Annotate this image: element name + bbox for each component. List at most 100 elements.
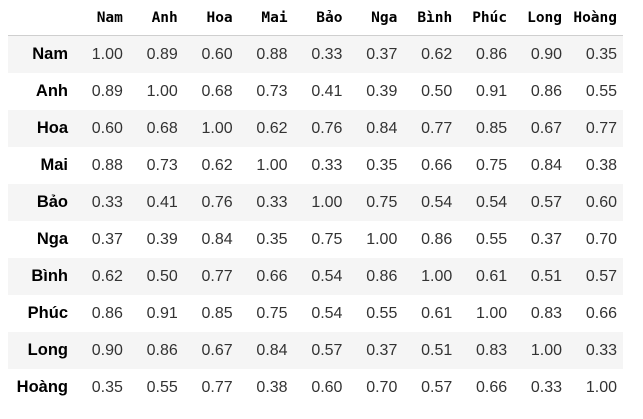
table-cell: 0.60: [293, 369, 349, 406]
table-cell: 0.54: [458, 184, 514, 221]
table-row: Anh 0.89 1.00 0.68 0.73 0.41 0.39 0.50 0.91 0.86 0…: [8, 73, 623, 110]
table-cell: 0.51: [403, 332, 459, 369]
table-cell: 1.00: [403, 258, 459, 295]
table-cell: 0.62: [74, 258, 129, 295]
table-cell: 0.37: [348, 332, 404, 369]
table-cell: 0.33: [238, 184, 294, 221]
table-cell: 0.41: [128, 184, 184, 221]
table-cell: 0.91: [458, 73, 514, 110]
table-cell: 0.86: [458, 35, 514, 73]
table-cell: 0.70: [568, 221, 623, 258]
table-cell: 0.86: [348, 258, 404, 295]
table-body: Nam 1.00 0.89 0.60 0.88 0.33 0.37 0.62 0.86 0.90 0…: [8, 35, 623, 406]
table-cell: 0.60: [568, 184, 623, 221]
table-cell: 0.75: [293, 221, 349, 258]
table-row: Mai 0.88 0.73 0.62 1.00 0.33 0.35 0.66 0.75 0.84 0…: [8, 147, 623, 184]
header-row: Nam Anh Hoa Mai Bảo Nga Bình Phúc Long Hoàng: [8, 0, 623, 36]
table-cell: 0.73: [238, 73, 294, 110]
table-cell: 0.88: [74, 147, 129, 184]
table-cell: 0.37: [348, 35, 404, 73]
table-cell: 0.66: [238, 258, 294, 295]
table-cell: 0.67: [183, 332, 239, 369]
table-cell: 1.00: [183, 110, 239, 147]
table-cell: 0.38: [238, 369, 294, 406]
table-cell: 1.00: [348, 221, 404, 258]
table-cell: 0.68: [183, 73, 239, 110]
table-cell: 0.83: [513, 295, 569, 332]
table-cell: 0.35: [238, 221, 294, 258]
column-header: Nga: [348, 0, 404, 36]
table-cell: 0.38: [568, 147, 623, 184]
table-cell: 0.39: [348, 73, 404, 110]
table-cell: 0.35: [74, 369, 129, 406]
table-cell: 0.86: [403, 221, 459, 258]
table-cell: 0.33: [293, 147, 349, 184]
table-cell: 0.84: [513, 147, 569, 184]
column-header: Hoa: [183, 0, 239, 36]
table-row: Phúc 0.86 0.91 0.85 0.75 0.54 0.55 0.61 1.00 0.83…: [8, 295, 623, 332]
table-cell: 0.39: [128, 221, 184, 258]
table-cell: 0.57: [403, 369, 459, 406]
table-row: Long 0.90 0.86 0.67 0.84 0.57 0.37 0.51 0.83 1.00…: [8, 332, 623, 369]
table-cell: 0.66: [568, 295, 623, 332]
table-header: Nam Anh Hoa Mai Bảo Nga Bình Phúc Long Hoàng: [8, 0, 623, 36]
table-cell: 0.37: [74, 221, 129, 258]
column-header: Nam: [74, 0, 129, 36]
row-label: Nam: [8, 35, 74, 73]
row-label: Anh: [8, 73, 74, 110]
row-label: Hoàng: [8, 369, 74, 406]
table-cell: 0.35: [348, 147, 404, 184]
table-cell: 0.91: [128, 295, 184, 332]
column-header: Bảo: [293, 0, 349, 36]
table-cell: 0.77: [183, 258, 239, 295]
table-cell: 0.62: [183, 147, 239, 184]
table-cell: 0.33: [293, 35, 349, 73]
table-cell: 0.70: [348, 369, 404, 406]
table-row: Nga 0.37 0.39 0.84 0.35 0.75 1.00 0.86 0.55 0.37 0…: [8, 221, 623, 258]
table-cell: 0.55: [568, 73, 623, 110]
table-cell: 0.51: [513, 258, 569, 295]
row-label: Nga: [8, 221, 74, 258]
table-cell: 0.62: [238, 110, 294, 147]
table-cell: 0.76: [293, 110, 349, 147]
table-cell: 0.57: [513, 184, 569, 221]
table-cell: 0.41: [293, 73, 349, 110]
table-cell: 0.77: [183, 369, 239, 406]
table-cell: 0.75: [348, 184, 404, 221]
table-cell: 0.62: [403, 35, 459, 73]
table-row: Hoàng 0.35 0.55 0.77 0.38 0.60 0.70 0.57 0.66 0.3…: [8, 369, 623, 406]
table-row: Nam 1.00 0.89 0.60 0.88 0.33 0.37 0.62 0.86 0.90 0…: [8, 35, 623, 73]
table-cell: 0.50: [128, 258, 184, 295]
table-cell: 0.35: [568, 35, 623, 73]
table-cell: 0.50: [403, 73, 459, 110]
table-cell: 0.85: [458, 110, 514, 147]
table-cell: 0.85: [183, 295, 239, 332]
table-cell: 1.00: [74, 35, 129, 73]
table-cell: 0.33: [568, 332, 623, 369]
column-header: Phúc: [458, 0, 514, 36]
table-cell: 1.00: [293, 184, 349, 221]
index-header-cell: [8, 0, 74, 36]
column-header: Bình: [403, 0, 459, 36]
table-cell: 1.00: [513, 332, 569, 369]
table-cell: 0.90: [74, 332, 129, 369]
table-cell: 0.54: [293, 258, 349, 295]
table-row: Bảo 0.33 0.41 0.76 0.33 1.00 0.75 0.54 0.54 0.57 0…: [8, 184, 623, 221]
similarity-matrix-table: Nam Anh Hoa Mai Bảo Nga Bình Phúc Long Hoàng Nam 1…: [8, 0, 623, 406]
table-cell: 0.75: [458, 147, 514, 184]
column-header: Anh: [128, 0, 184, 36]
table-cell: 0.33: [74, 184, 129, 221]
row-label: Bình: [8, 258, 74, 295]
table-cell: 0.54: [403, 184, 459, 221]
table-cell: 0.66: [458, 369, 514, 406]
row-label: Phúc: [8, 295, 74, 332]
table-cell: 0.75: [238, 295, 294, 332]
table-cell: 0.77: [568, 110, 623, 147]
table-row: Hoa 0.60 0.68 1.00 0.62 0.76 0.84 0.77 0.85 0.67 0…: [8, 110, 623, 147]
column-header: Hoàng: [568, 0, 623, 36]
table-cell: 0.89: [128, 35, 184, 73]
table-cell: 0.73: [128, 147, 184, 184]
table-cell: 0.76: [183, 184, 239, 221]
table-cell: 0.68: [128, 110, 184, 147]
